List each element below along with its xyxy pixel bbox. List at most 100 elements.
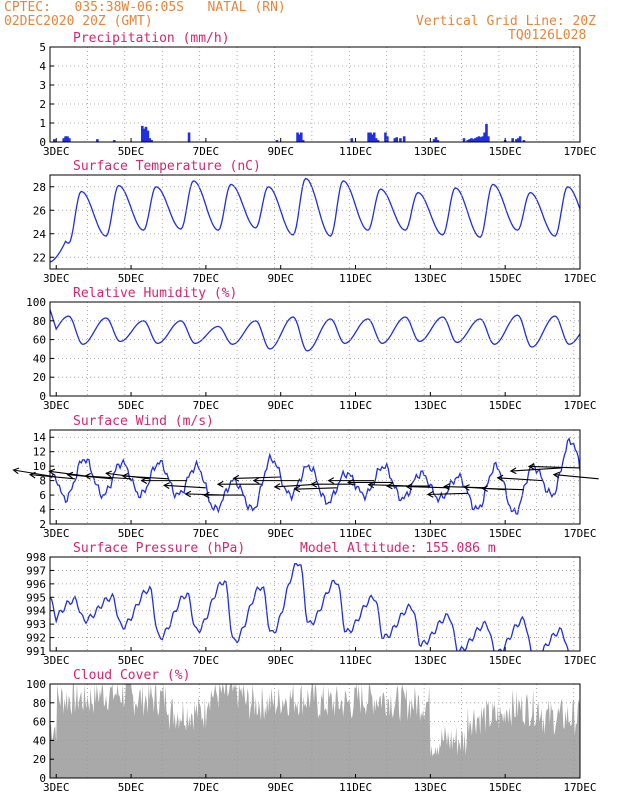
precip-bar: [299, 132, 303, 142]
wind-arrow-head: [496, 474, 504, 482]
precip-bar: [462, 138, 466, 142]
model-altitude: Model Altitude: 155.086 m: [300, 541, 496, 556]
wind-arrow-head: [527, 463, 535, 470]
y-tick-label: 992: [26, 632, 46, 645]
precip-bar: [515, 139, 518, 142]
x-tick-label: 13DEC: [414, 399, 447, 412]
grid-line-note: Vertical Grid Line: 20Z: [416, 14, 597, 29]
y-tick-label: 20: [33, 753, 46, 766]
precip-bar: [96, 139, 99, 142]
precip-bar: [150, 140, 153, 142]
wind-arrow-head: [66, 471, 74, 479]
wind-arrow: [482, 487, 524, 491]
x-tick-label: 11DEC: [339, 145, 372, 158]
plot-area: [50, 177, 580, 263]
panel-1: Precipitation (mm/h) 0 1 2 3 4 5 3DEC 5DEC 7DEC 9D…: [39, 31, 596, 158]
series-line: [50, 563, 569, 651]
wind-arrow: [122, 475, 169, 480]
precip-bar: [144, 126, 148, 142]
precip-bar: [371, 134, 374, 142]
precip-bar: [436, 140, 440, 142]
x-tick-label: 7DEC: [193, 781, 220, 794]
x-tick-label: 13DEC: [414, 145, 447, 158]
y-tick-label: 26: [33, 204, 46, 217]
y-tick-label: 1: [39, 117, 46, 130]
series-line: [50, 437, 580, 515]
x-tick-label: 5DEC: [118, 272, 145, 285]
precip-bar: [376, 140, 380, 142]
wind-arrow: [510, 467, 562, 472]
y-tick-label: 100: [26, 678, 46, 691]
x-tick-label: 7DEC: [193, 399, 220, 412]
plot-area: [50, 563, 569, 651]
series-line: [50, 309, 580, 352]
x-tick-label: 3DEC: [43, 654, 70, 667]
precip-bar: [369, 132, 372, 142]
wind-arrow: [406, 486, 450, 489]
wind-arrow-head: [426, 491, 434, 498]
x-tick-label: 11DEC: [339, 399, 372, 412]
panel-title: Surface Wind (m/s): [73, 414, 214, 429]
x-tick-label: 5DEC: [118, 527, 145, 540]
precip-bar: [66, 136, 69, 142]
x-tick-label: 15DEC: [489, 654, 522, 667]
precip-bar: [511, 138, 514, 142]
precip-bar: [298, 134, 301, 142]
x-tick-label: 7DEC: [193, 654, 220, 667]
y-tick-label: 14: [33, 431, 47, 444]
precip-bar: [485, 123, 488, 142]
y-tick-label: 24: [33, 228, 47, 241]
precip-bar: [432, 139, 436, 142]
x-tick-label: 9DEC: [267, 399, 294, 412]
x-tick-label: 15DEC: [489, 145, 522, 158]
x-tick-label: 9DEC: [267, 654, 294, 667]
x-tick-label: 15DEC: [489, 399, 522, 412]
wind-arrow-head: [184, 490, 192, 498]
wind-arrow-head: [162, 482, 170, 489]
panel-frame: [49, 683, 581, 779]
x-tick-label: 3DEC: [43, 399, 70, 412]
x-tick-label: 7DEC: [193, 272, 220, 285]
x-tick-label: 13DEC: [414, 781, 447, 794]
wind-arrow-head: [443, 483, 450, 491]
run-time: 02DEC2020 20Z (GMT): [4, 14, 153, 29]
wind-arrow-head: [552, 471, 560, 479]
wind-arrow-head: [463, 484, 470, 491]
y-tick-label: 60: [33, 334, 46, 347]
wind-arrow-head: [310, 480, 318, 488]
y-tick-label: 2: [39, 518, 46, 531]
precip-bar: [350, 138, 354, 142]
y-tick-label: 40: [33, 352, 46, 365]
plot-area: [50, 309, 580, 352]
x-tick-label: 11DEC: [339, 272, 372, 285]
y-tick-label: 12: [33, 446, 46, 459]
wind-arrow-head: [386, 482, 393, 490]
wind-arrow: [427, 492, 468, 496]
x-tick-label: 17DEC: [563, 272, 596, 285]
precip-bar: [112, 140, 116, 142]
precip-bar: [470, 138, 473, 142]
precip-bar: [516, 138, 520, 142]
precip-bar: [68, 138, 71, 142]
wind-arrow: [528, 465, 581, 469]
y-tick-label: 80: [33, 697, 46, 710]
precip-bar: [374, 138, 378, 142]
y-tick-label: 0: [39, 772, 46, 785]
x-tick-label: 11DEC: [339, 781, 372, 794]
panel-title: Surface Temperature (nC): [73, 159, 261, 174]
y-tick-label: 8: [39, 475, 46, 488]
wind-arrow-head: [252, 477, 260, 484]
panel-5: Surface Pressure (hPa) Model Altitude: 15…: [26, 541, 596, 667]
wind-arrow-head: [140, 477, 148, 484]
panel-title: Surface Pressure (hPa): [73, 541, 245, 556]
x-tick-label: 17DEC: [563, 399, 596, 412]
wind-arrow: [274, 483, 319, 488]
panel-6: Cloud Cover (%) 0 20 40 60 80 100 3DEC 5DEC 7DEC 9…: [26, 668, 596, 794]
y-tick-label: 2: [39, 98, 46, 111]
precip-bar: [395, 137, 398, 142]
precip-bar: [468, 139, 471, 142]
precip-bar: [434, 137, 438, 142]
wind-arrow: [233, 476, 281, 479]
x-tick-label: 15DEC: [489, 781, 522, 794]
